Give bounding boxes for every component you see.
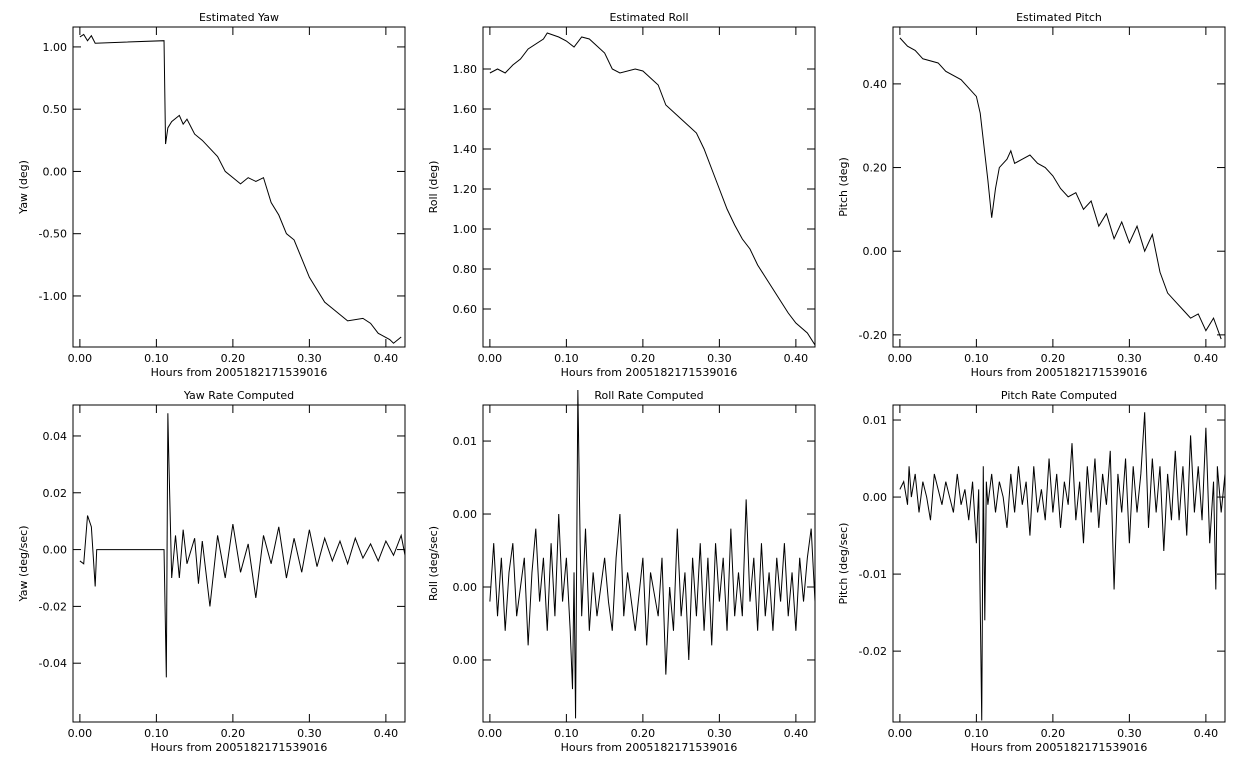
x-tick-label: 0.30	[1117, 727, 1142, 740]
data-line	[489, 32, 816, 346]
x-tick-label: 0.20	[631, 352, 656, 365]
x-tick-label: 0.10	[144, 352, 169, 365]
x-tick-label: 0.30	[297, 727, 322, 740]
y-tick-label: 0.40	[863, 78, 888, 91]
x-tick-label: 0.30	[707, 352, 732, 365]
y-tick-label: 1.00	[453, 223, 478, 236]
x-axis-label: Hours from 2005182171539016	[971, 741, 1148, 754]
y-tick-label: -0.02	[859, 645, 887, 658]
y-tick-label: 0.04	[43, 430, 68, 443]
x-tick-label: 0.20	[1041, 727, 1066, 740]
x-tick-label: 0.40	[1194, 352, 1219, 365]
x-tick-label: 0.10	[144, 727, 169, 740]
y-tick-label: -0.02	[39, 600, 67, 613]
y-tick-label: 0.00	[863, 491, 888, 504]
x-tick-label: 0.20	[221, 727, 246, 740]
x-tick-label: 0.40	[374, 352, 399, 365]
y-tick-label: 0.00	[453, 654, 478, 667]
plot-frame	[892, 26, 1226, 348]
x-tick-label: 0.10	[964, 352, 989, 365]
y-tick-label: 0.80	[453, 263, 478, 276]
x-tick-label: 0.20	[631, 727, 656, 740]
y-tick-label: -1.00	[39, 290, 67, 303]
y-tick-label: 0.60	[453, 303, 478, 316]
x-tick-label: 0.20	[221, 352, 246, 365]
chart-title: Roll Rate Computed	[594, 389, 703, 402]
y-axis-label: Pitch (deg/sec)	[837, 523, 850, 605]
x-tick-label: 0.40	[1194, 727, 1219, 740]
y-tick-label: -0.20	[859, 329, 887, 342]
data-line	[899, 412, 1226, 721]
y-axis-label: Pitch (deg)	[837, 157, 850, 217]
data-line	[489, 389, 816, 719]
chart-title: Pitch Rate Computed	[1001, 389, 1117, 402]
x-axis-label: Hours from 2005182171539016	[561, 741, 738, 754]
x-tick-label: 0.40	[374, 727, 399, 740]
x-axis-label: Hours from 2005182171539016	[151, 366, 328, 379]
y-tick-label: -0.01	[859, 568, 887, 581]
x-tick-label: 0.20	[1041, 352, 1066, 365]
chart-title: Estimated Pitch	[1016, 11, 1102, 24]
data-line	[79, 33, 402, 344]
x-tick-label: 0.10	[964, 727, 989, 740]
x-tick-label: 0.30	[297, 352, 322, 365]
y-tick-label: 1.80	[453, 63, 478, 76]
y-tick-label: -0.04	[39, 657, 67, 670]
x-axis-label: Hours from 2005182171539016	[151, 741, 328, 754]
y-axis-label: Yaw (deg)	[17, 160, 30, 215]
x-tick-label: 0.30	[1117, 352, 1142, 365]
x-tick-label: 0.00	[478, 727, 503, 740]
y-tick-label: 1.60	[453, 103, 478, 116]
y-tick-label: 0.50	[43, 103, 68, 116]
plot-frame	[892, 404, 1226, 723]
plot-frame	[72, 404, 406, 723]
x-tick-label: 0.00	[68, 727, 93, 740]
y-tick-label: 0.01	[453, 435, 478, 448]
y-tick-label: 0.00	[863, 245, 888, 258]
plot-frame	[482, 404, 816, 723]
plot-frame	[72, 26, 406, 348]
data-line	[899, 37, 1222, 340]
chart-title: Yaw Rate Computed	[183, 389, 294, 402]
y-tick-label: 1.20	[453, 183, 478, 196]
y-tick-label: 0.02	[43, 487, 68, 500]
chart-title: Estimated Roll	[609, 11, 688, 24]
y-tick-label: -0.50	[39, 228, 67, 241]
x-tick-label: 0.10	[554, 727, 579, 740]
x-tick-label: 0.00	[888, 352, 913, 365]
x-tick-label: 0.00	[888, 727, 913, 740]
y-tick-label: 0.00	[453, 581, 478, 594]
y-tick-label: 0.00	[453, 508, 478, 521]
data-line	[79, 413, 406, 678]
y-tick-label: 0.01	[863, 414, 888, 427]
plot-frame	[482, 26, 816, 348]
y-tick-label: 0.20	[863, 162, 888, 175]
x-axis-label: Hours from 2005182171539016	[971, 366, 1148, 379]
x-tick-label: 0.00	[478, 352, 503, 365]
x-tick-label: 0.40	[784, 727, 809, 740]
y-axis-label: Yaw (deg/sec)	[17, 525, 30, 602]
y-tick-label: 0.00	[43, 544, 68, 557]
y-tick-label: 1.40	[453, 143, 478, 156]
x-tick-label: 0.10	[554, 352, 579, 365]
y-tick-label: 1.00	[43, 41, 68, 54]
y-axis-label: Roll (deg/sec)	[427, 526, 440, 601]
x-axis-label: Hours from 2005182171539016	[561, 366, 738, 379]
y-tick-label: 0.00	[43, 165, 68, 178]
x-tick-label: 0.40	[784, 352, 809, 365]
x-tick-label: 0.00	[68, 352, 93, 365]
chart-title: Estimated Yaw	[199, 11, 279, 24]
y-axis-label: Roll (deg)	[427, 161, 440, 214]
x-tick-label: 0.30	[707, 727, 732, 740]
